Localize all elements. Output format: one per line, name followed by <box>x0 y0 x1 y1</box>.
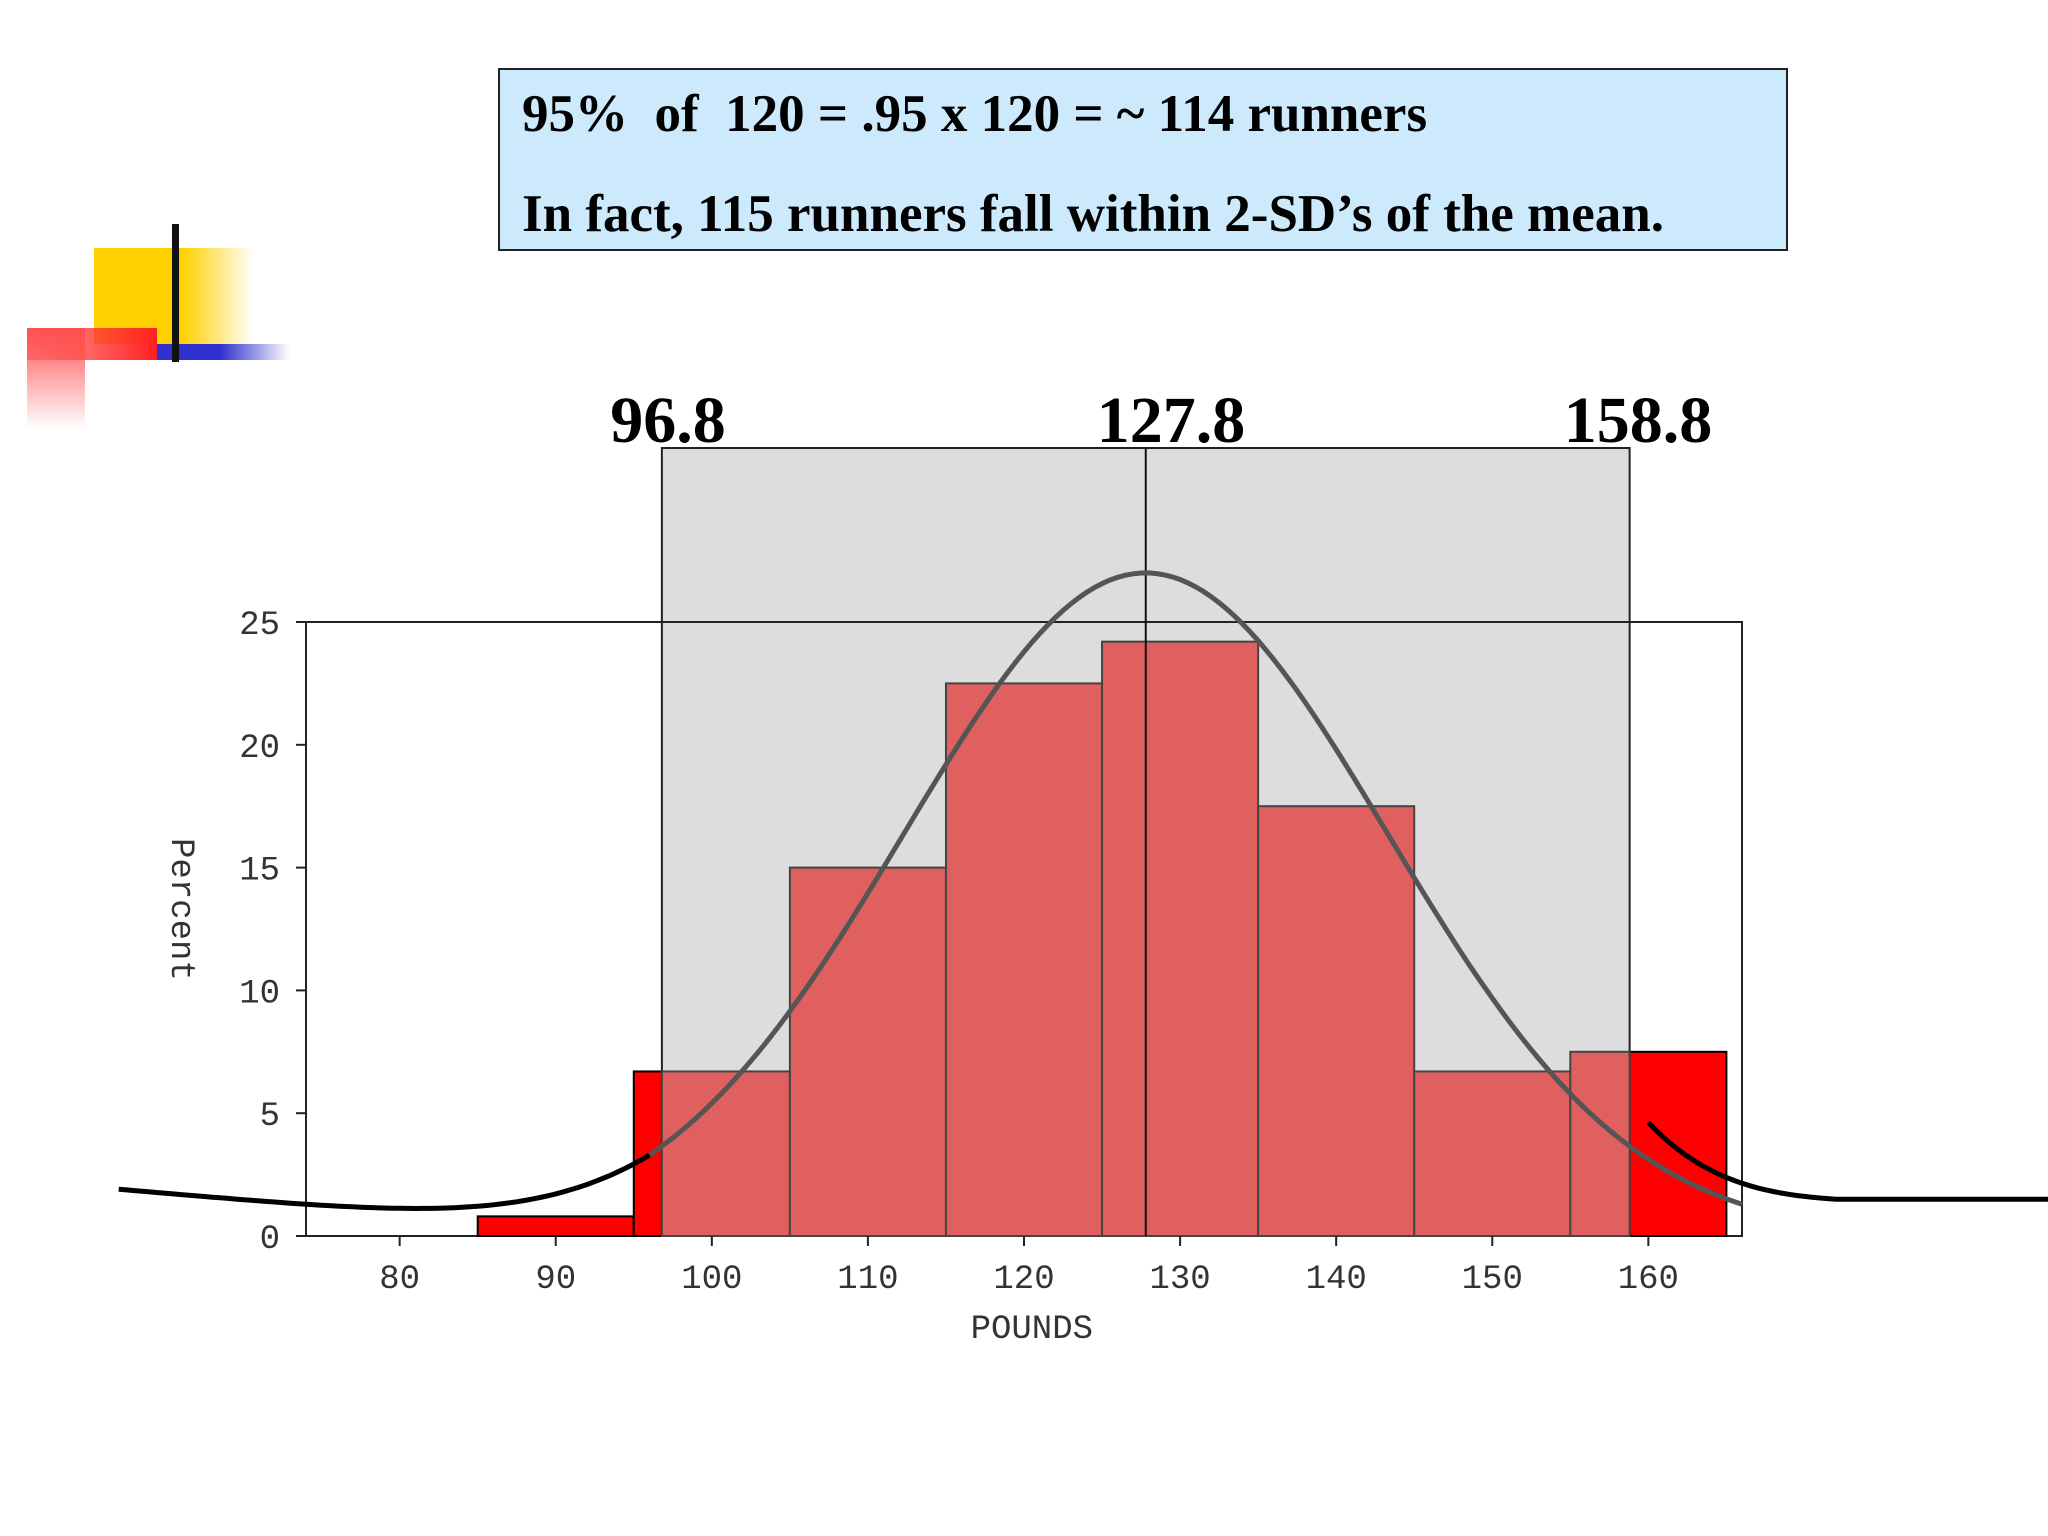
x-tick-label-6: 140 <box>1306 1261 1367 1299</box>
y-tick-label-1: 5 <box>260 1098 280 1136</box>
bar-5 <box>1257 805 1416 1237</box>
axes-group: 0 5 10 15 20 25 80 90 100 110 120 130 140 150 160 POUND… <box>161 607 1679 1349</box>
bar-1 <box>660 1070 791 1237</box>
bar-3 <box>944 682 1104 1237</box>
histogram-bars-group <box>476 640 1728 1238</box>
bar-2 <box>788 866 947 1237</box>
y-tick-label-2: 10 <box>239 975 280 1013</box>
bar-tail-right-7 <box>1628 1050 1728 1238</box>
y-tick-label-3: 15 <box>239 853 280 891</box>
curves-group <box>118 570 2048 1212</box>
y-tick-label-5: 25 <box>239 607 280 645</box>
x-tick-label-8: 160 <box>1618 1261 1679 1299</box>
decorative-corner-graphic <box>27 224 290 428</box>
callout-line-2: In fact, 115 runners fall within 2-SD’s … <box>522 185 1664 243</box>
x-tick-label-5: 130 <box>1149 1261 1210 1299</box>
sd-labels-group: 96.8 127.8 158.8 <box>610 384 1712 457</box>
x-tick-label-2: 100 <box>681 1261 742 1299</box>
hand-drawn-tail-right <box>1646 1120 2048 1202</box>
x-tick-label-4: 120 <box>993 1261 1054 1299</box>
x-tick-label-1: 90 <box>535 1261 576 1299</box>
x-tick-label-7: 150 <box>1462 1261 1523 1299</box>
sd-label-mean: 127.8 <box>1097 384 1246 457</box>
bar-tail-left-0 <box>476 1215 635 1238</box>
callout-box: 95% of 120 = .95 x 120 = ~ 114 runners I… <box>498 68 1788 251</box>
bar-7 <box>1569 1050 1631 1238</box>
callout-line-1: 95% of 120 = .95 x 120 = ~ 114 runners <box>522 85 1428 143</box>
x-tick-label-0: 80 <box>379 1261 420 1299</box>
y-tick-label-4: 20 <box>239 730 280 768</box>
bar-6 <box>1413 1070 1572 1237</box>
x-axis-title: POUNDS <box>971 1311 1093 1349</box>
bar-4 <box>1101 640 1260 1237</box>
y-tick-label-0: 0 <box>260 1221 280 1259</box>
sd-label-minus2: 96.8 <box>610 384 726 457</box>
normal-curve <box>647 570 1743 1207</box>
x-tick-label-3: 110 <box>837 1261 898 1299</box>
hand-drawn-tail-left <box>118 1153 651 1212</box>
sd-label-plus2: 158.8 <box>1564 384 1713 457</box>
y-axis-title: Percent <box>161 838 199 981</box>
